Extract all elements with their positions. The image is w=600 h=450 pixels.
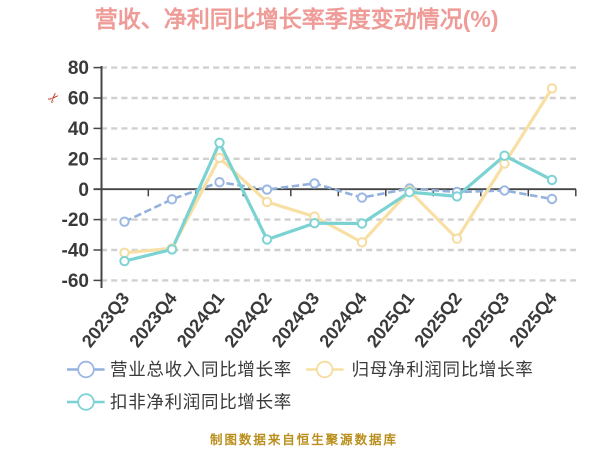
svg-text:2025Q3: 2025Q3 xyxy=(458,289,514,352)
svg-text:40: 40 xyxy=(68,119,89,140)
svg-text:2024Q3: 2024Q3 xyxy=(268,289,324,352)
svg-text:-20: -20 xyxy=(62,210,89,231)
svg-text:2023Q3: 2023Q3 xyxy=(78,289,134,352)
svg-text:营收、净利同比增长率季度变动情况(%): 营收、净利同比增长率季度变动情况(%) xyxy=(95,6,499,32)
svg-text:2025Q4: 2025Q4 xyxy=(505,289,561,352)
svg-text:2024Q1: 2024Q1 xyxy=(173,289,229,352)
svg-text:营业总收入同比增长率: 营业总收入同比增长率 xyxy=(110,360,292,380)
svg-text:80: 80 xyxy=(68,58,89,79)
svg-text:2025Q2: 2025Q2 xyxy=(410,289,466,352)
svg-text:归母净利润同比增长率: 归母净利润同比增长率 xyxy=(352,360,534,380)
svg-text:2024Q4: 2024Q4 xyxy=(315,289,371,352)
svg-text:20: 20 xyxy=(68,149,89,170)
svg-text:2024Q2: 2024Q2 xyxy=(220,289,276,352)
svg-text:✂: ✂ xyxy=(45,89,64,108)
svg-text:扣非净利润同比增长率: 扣非净利润同比增长率 xyxy=(110,392,292,412)
svg-text:2025Q1: 2025Q1 xyxy=(363,289,419,352)
svg-text:2023Q4: 2023Q4 xyxy=(125,289,181,352)
svg-text:0: 0 xyxy=(78,180,89,201)
svg-text:-60: -60 xyxy=(62,271,89,292)
svg-text:60: 60 xyxy=(68,89,89,110)
svg-text:-40: -40 xyxy=(62,241,89,262)
svg-text:制图数据来自恒生聚源数据库: 制图数据来自恒生聚源数据库 xyxy=(210,432,396,447)
